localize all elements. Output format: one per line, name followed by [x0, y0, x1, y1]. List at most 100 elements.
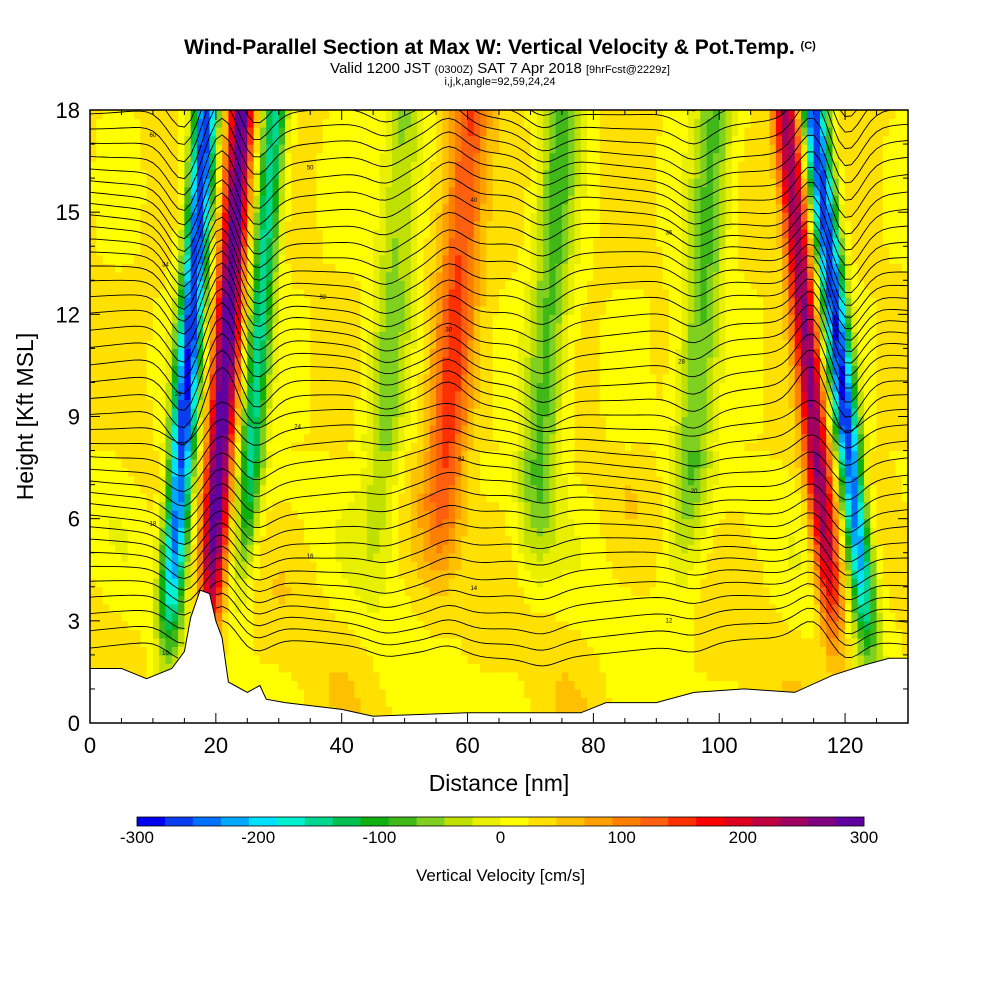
velocity-cell	[259, 450, 267, 460]
velocity-cell	[429, 476, 437, 486]
velocity-cell	[335, 407, 343, 418]
velocity-cell	[184, 169, 192, 179]
velocity-cell	[473, 663, 481, 673]
velocity-cell	[278, 127, 286, 137]
velocity-cell	[165, 263, 173, 273]
velocity-cell	[96, 305, 104, 315]
velocity-cell	[511, 186, 519, 196]
velocity-cell	[272, 493, 280, 503]
velocity-cell	[90, 288, 97, 298]
velocity-cell	[417, 637, 425, 647]
velocity-cell	[134, 501, 141, 511]
velocity-cell	[108, 271, 116, 281]
velocity-cell	[266, 169, 274, 179]
velocity-cell	[366, 629, 374, 639]
velocity-cell	[354, 484, 362, 494]
velocity-cell	[454, 569, 462, 579]
velocity-cell	[115, 416, 123, 426]
velocity-cell	[486, 654, 494, 664]
velocity-cell	[90, 407, 97, 418]
velocity-cell	[473, 135, 481, 145]
velocity-cell	[108, 467, 116, 477]
velocity-cell	[184, 544, 192, 554]
velocity-cell	[108, 135, 116, 145]
velocity-cell	[392, 110, 399, 120]
velocity-cell	[222, 186, 230, 196]
velocity-cell	[96, 169, 104, 179]
velocity-cell	[259, 561, 267, 571]
velocity-cell	[278, 220, 286, 230]
velocity-cell	[209, 212, 217, 222]
velocity-cell	[505, 280, 513, 290]
velocity-cell	[398, 510, 406, 520]
velocity-cell	[517, 331, 525, 341]
velocity-cell	[392, 561, 399, 571]
velocity-cell	[467, 578, 475, 588]
velocity-cell	[159, 322, 167, 332]
velocity-cell	[398, 476, 406, 486]
velocity-cell	[379, 161, 387, 171]
velocity-cell	[517, 322, 525, 332]
velocity-cell	[341, 595, 349, 605]
velocity-cell	[366, 314, 374, 324]
velocity-cell	[329, 339, 336, 349]
velocity-cell	[222, 390, 230, 401]
velocity-cell	[404, 416, 412, 426]
velocity-cell	[278, 501, 286, 511]
velocity-cell	[385, 484, 393, 494]
velocity-cell	[291, 331, 299, 341]
velocity-cell	[404, 263, 412, 273]
velocity-cell	[127, 212, 135, 222]
velocity-cell	[373, 322, 381, 332]
velocity-cell	[234, 510, 242, 520]
velocity-cell	[228, 203, 236, 213]
velocity-cell	[96, 595, 104, 605]
velocity-cell	[228, 654, 236, 664]
velocity-cell	[454, 339, 462, 349]
velocity-cell	[517, 356, 525, 367]
velocity-cell	[473, 527, 481, 537]
velocity-cell	[196, 425, 204, 435]
velocity-cell	[102, 220, 110, 230]
velocity-cell	[241, 467, 248, 477]
velocity-cell	[373, 510, 381, 520]
velocity-cell	[121, 484, 129, 494]
velocity-cell	[190, 544, 198, 554]
velocity-cell	[190, 271, 198, 281]
velocity-cell	[96, 331, 104, 341]
velocity-cell	[90, 510, 97, 520]
velocity-cell	[442, 280, 450, 290]
velocity-cell	[322, 407, 330, 418]
velocity-cell	[272, 425, 280, 435]
velocity-cell	[473, 450, 481, 460]
velocity-cell	[209, 152, 217, 162]
velocity-cell	[360, 288, 368, 298]
velocity-cell	[215, 127, 223, 137]
velocity-cell	[178, 220, 185, 230]
velocity-cell	[461, 493, 469, 503]
velocity-cell	[373, 254, 381, 264]
velocity-cell	[347, 654, 355, 664]
velocity-cell	[241, 144, 248, 154]
velocity-cell	[322, 390, 330, 401]
velocity-cell	[404, 544, 412, 554]
velocity-cell	[467, 680, 475, 690]
velocity-cell	[222, 586, 230, 596]
velocity-cell	[410, 535, 418, 545]
velocity-cell	[241, 169, 248, 179]
velocity-cell	[228, 425, 236, 435]
velocity-cell	[272, 144, 280, 154]
velocity-cell	[108, 407, 116, 418]
velocity-cell	[297, 152, 305, 162]
velocity-cell	[310, 697, 318, 707]
velocity-cell	[454, 671, 462, 682]
velocity-cell	[347, 254, 355, 264]
velocity-cell	[259, 595, 267, 605]
velocity-cell	[492, 612, 500, 622]
velocity-cell	[184, 271, 192, 281]
velocity-cell	[303, 297, 311, 307]
velocity-cell	[285, 288, 292, 298]
velocity-cell	[272, 365, 280, 375]
velocity-cell	[272, 637, 280, 647]
velocity-cell	[234, 433, 242, 443]
